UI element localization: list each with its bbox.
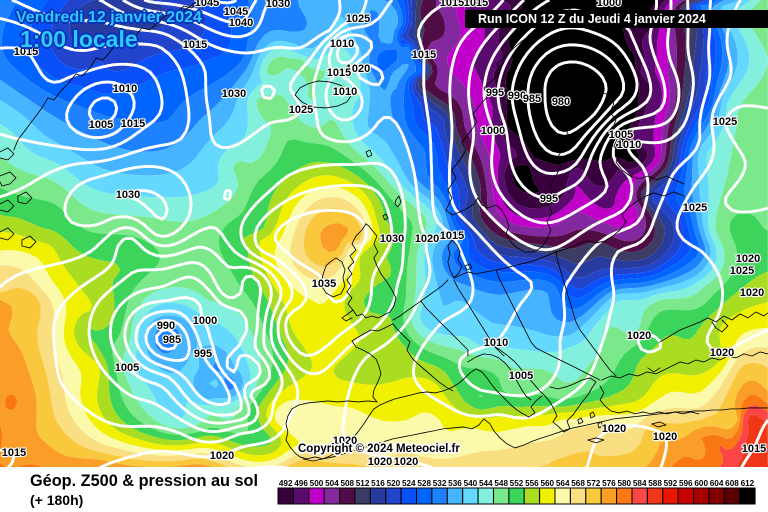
svg-text:1005: 1005 [609, 129, 633, 141]
svg-text:1020: 1020 [333, 435, 357, 447]
svg-text:1020: 1020 [602, 423, 626, 435]
svg-text:1025: 1025 [713, 116, 737, 128]
svg-text:1025: 1025 [289, 104, 313, 116]
svg-text:556: 556 [525, 479, 539, 488]
svg-text:512: 512 [356, 479, 370, 488]
svg-text:1045: 1045 [195, 0, 219, 9]
svg-text:600: 600 [694, 479, 708, 488]
svg-text:1015: 1015 [412, 49, 436, 61]
svg-text:1000: 1000 [597, 0, 621, 9]
svg-text:1015: 1015 [464, 0, 488, 9]
svg-text:1015: 1015 [327, 67, 351, 79]
svg-text:596: 596 [679, 479, 693, 488]
svg-text:995: 995 [194, 348, 212, 360]
svg-text:1010: 1010 [330, 38, 354, 50]
svg-text:990: 990 [508, 90, 526, 102]
svg-text:1005: 1005 [115, 362, 139, 374]
svg-text:1020: 1020 [210, 450, 234, 462]
svg-text:1000: 1000 [193, 315, 217, 327]
svg-text:520: 520 [387, 479, 401, 488]
svg-text:1015: 1015 [121, 118, 145, 130]
svg-text:1015: 1015 [742, 443, 766, 455]
svg-text:576: 576 [602, 479, 616, 488]
svg-text:1020: 1020 [710, 347, 734, 359]
svg-text:1010: 1010 [617, 139, 641, 151]
svg-text:1020: 1020 [653, 431, 677, 443]
svg-text:1010: 1010 [333, 86, 357, 98]
svg-text:1015: 1015 [440, 230, 464, 242]
svg-text:1020: 1020 [627, 330, 651, 342]
svg-text:568: 568 [571, 479, 585, 488]
svg-text:508: 508 [340, 479, 354, 488]
svg-text:1015: 1015 [2, 447, 26, 459]
svg-text:548: 548 [494, 479, 508, 488]
svg-text:528: 528 [417, 479, 431, 488]
svg-text:604: 604 [710, 479, 724, 488]
svg-text:1000: 1000 [481, 125, 505, 137]
svg-text:1040: 1040 [229, 17, 253, 29]
svg-text:552: 552 [510, 479, 524, 488]
svg-text:496: 496 [294, 479, 308, 488]
svg-text:564: 564 [556, 479, 570, 488]
svg-text:1020: 1020 [346, 63, 370, 75]
svg-text:536: 536 [448, 479, 462, 488]
svg-text:1025: 1025 [730, 265, 754, 277]
svg-text:1030: 1030 [380, 233, 404, 245]
svg-text:1015: 1015 [440, 0, 464, 9]
svg-text:1020: 1020 [415, 233, 439, 245]
svg-text:1010: 1010 [113, 83, 137, 95]
svg-text:1030: 1030 [116, 189, 140, 201]
svg-text:1020: 1020 [740, 287, 764, 299]
svg-text:990: 990 [157, 320, 175, 332]
svg-text:608: 608 [725, 479, 739, 488]
svg-text:588: 588 [648, 479, 662, 488]
svg-text:560: 560 [540, 479, 554, 488]
svg-text:1030: 1030 [266, 0, 290, 10]
svg-text:580: 580 [617, 479, 631, 488]
svg-text:592: 592 [664, 479, 678, 488]
svg-text:492: 492 [279, 479, 293, 488]
svg-text:1025: 1025 [346, 13, 370, 25]
svg-text:572: 572 [587, 479, 601, 488]
svg-text:1015: 1015 [14, 46, 38, 58]
svg-text:985: 985 [523, 93, 541, 105]
svg-text:516: 516 [371, 479, 385, 488]
svg-text:532: 532 [433, 479, 447, 488]
svg-text:540: 540 [464, 479, 478, 488]
svg-text:1020: 1020 [736, 253, 760, 265]
svg-text:544: 544 [479, 479, 493, 488]
svg-text:1010: 1010 [484, 337, 508, 349]
svg-text:1020: 1020 [368, 456, 392, 467]
svg-text:612: 612 [741, 479, 755, 488]
svg-text:1025: 1025 [683, 202, 707, 214]
svg-text:584: 584 [633, 479, 647, 488]
svg-text:995: 995 [540, 193, 558, 205]
svg-text:1005: 1005 [509, 370, 533, 382]
svg-text:1020: 1020 [394, 456, 418, 467]
svg-text:985: 985 [163, 334, 181, 346]
svg-text:1005: 1005 [89, 119, 113, 131]
svg-text:1015: 1015 [183, 39, 207, 51]
svg-text:500: 500 [310, 479, 324, 488]
svg-text:1030: 1030 [222, 88, 246, 100]
svg-text:524: 524 [402, 479, 416, 488]
svg-text:504: 504 [325, 479, 339, 488]
svg-text:1045: 1045 [224, 6, 248, 18]
svg-text:1035: 1035 [312, 278, 336, 290]
svg-text:995: 995 [486, 87, 504, 99]
svg-text:980: 980 [552, 96, 570, 108]
